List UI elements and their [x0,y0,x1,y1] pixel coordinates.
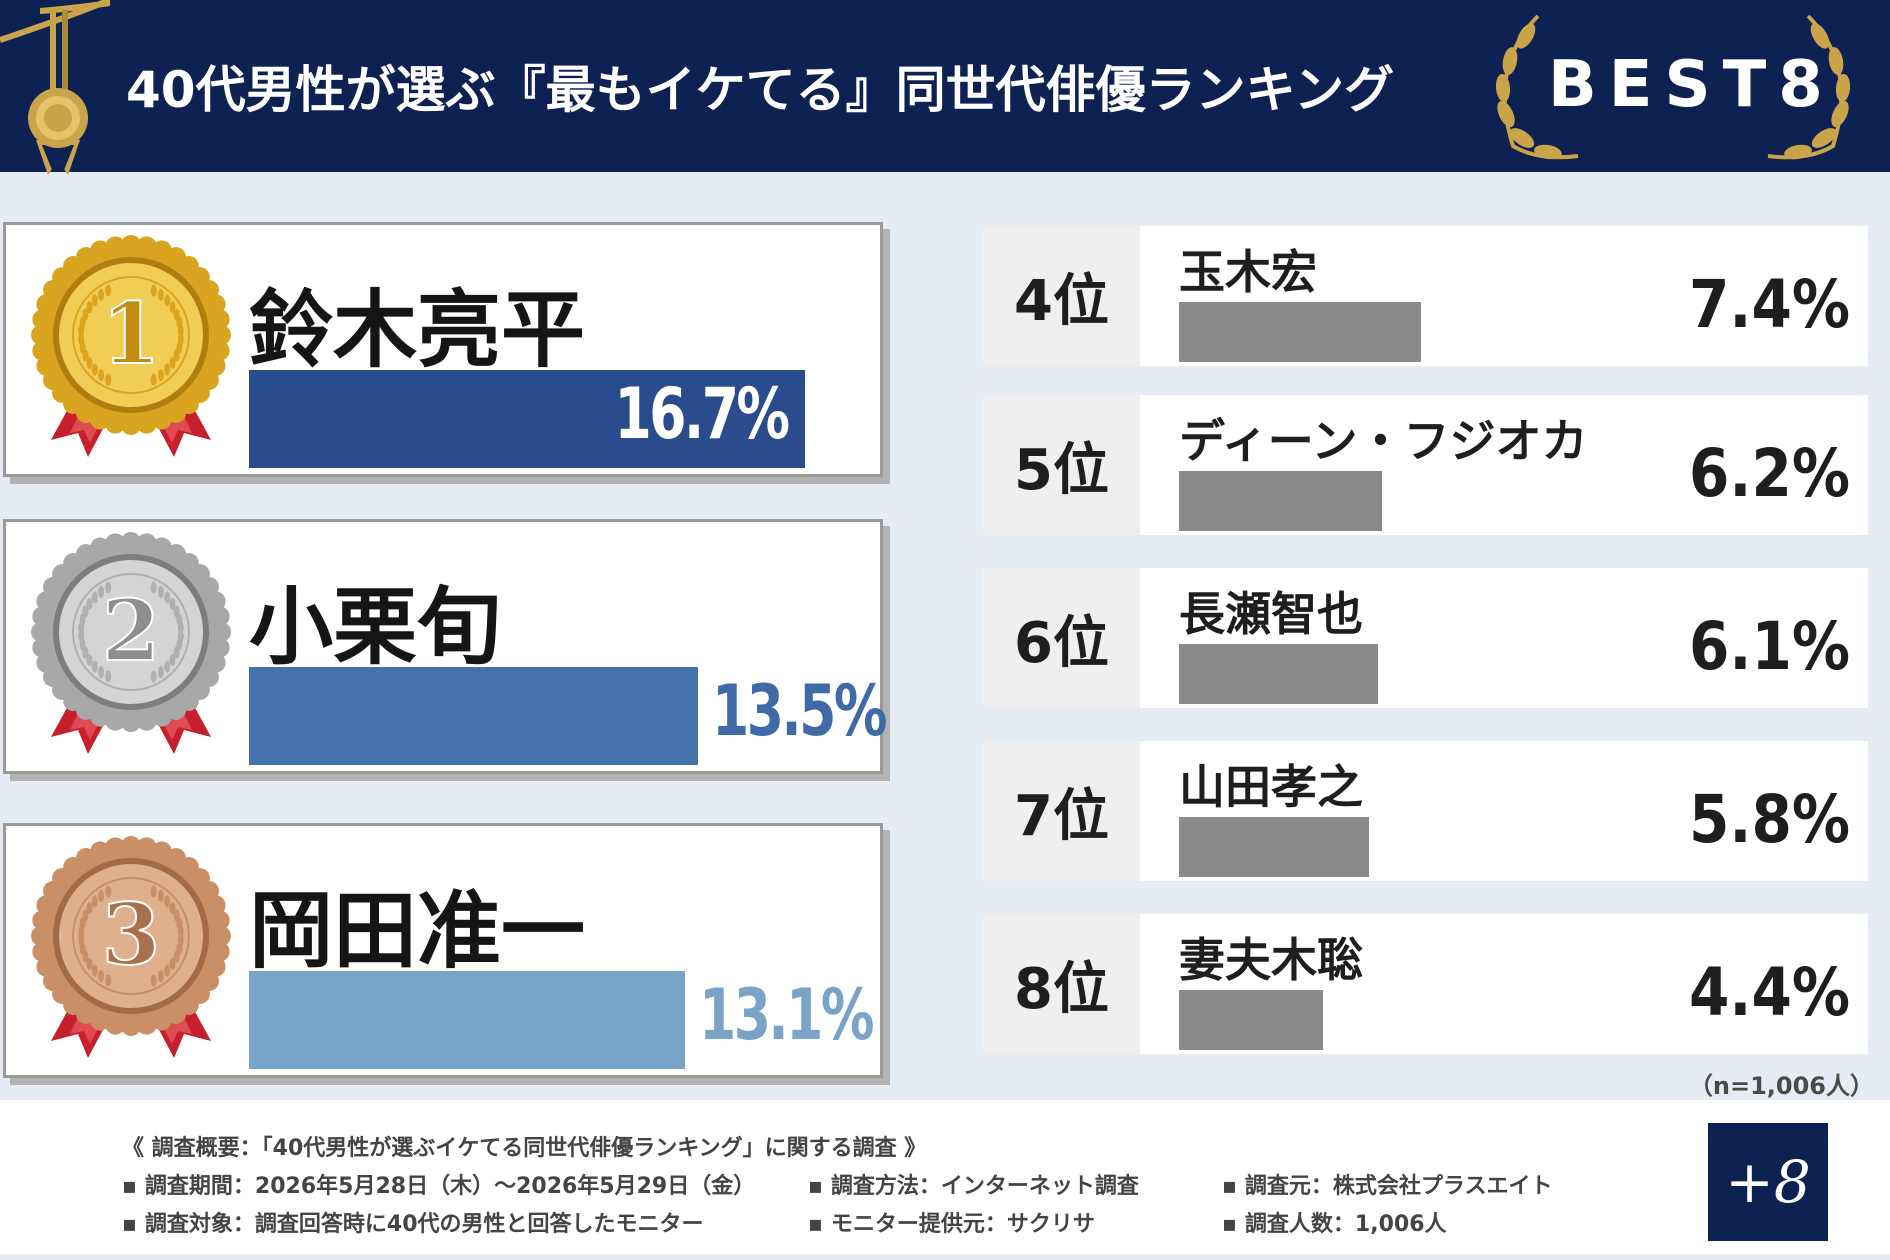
rank-label: 5位 [983,395,1140,535]
survey-item-text: 調査方法：インターネット調査 [830,1174,1139,1199]
bronze-medal-icon: 3 [31,836,231,1058]
rank-row: 6位 長瀬智也 6.1% [983,568,1868,708]
survey-item-text: 調査期間：2026年5月28日（木）～2026年5月29日（金） [144,1174,756,1199]
plus8-logo: +8 [1708,1123,1828,1241]
actor-name: 鈴木亮平 [249,281,586,379]
survey-item: ▪ 調査方法：インターネット調査 [808,1168,1139,1200]
page-title: 40代男性が選ぶ『最もイケてる』同世代俳優ランキング [126,61,1395,119]
actor-name: 玉木宏 [1179,245,1317,299]
value-label: 13.5% [712,670,888,752]
value-bar [1179,990,1323,1050]
silver-medal-icon: 2 [31,532,231,754]
actor-name: ディーン・フジオカ [1179,414,1588,468]
rank-card-2: 2 小栗旬 13.5% [3,519,888,774]
laurel-left-icon [1495,14,1579,160]
rank-row: 4位 玉木宏 7.4% [983,226,1868,366]
gold-medal-icon: 1 [31,235,231,457]
bullet-icon: ▪ [808,1174,823,1199]
value-bar [249,667,698,765]
rank-label: 6位 [983,568,1140,708]
value-bar [1179,817,1369,877]
survey-item: ▪ 調査期間：2026年5月28日（木）～2026年5月29日（金） [122,1168,755,1200]
rank-row: 8位 妻夫木聡 4.4% [983,914,1868,1054]
bullet-icon: ▪ [1222,1174,1237,1199]
rank-card-1: 1 鈴木亮平 16.7% [3,222,883,477]
header-banner: 40代男性が選ぶ『最もイケてる』同世代俳優ランキング BEST8 [0,0,1890,175]
best-badge-text: BEST8 [1548,48,1835,122]
actor-name: 小栗旬 [249,578,502,676]
actor-name: 長瀬智也 [1179,587,1363,641]
sample-size-note: （n=1,006人） [1688,1072,1874,1100]
rank-label: 7位 [983,741,1140,881]
survey-item-text: 調査元：株式会社プラスエイト [1244,1174,1553,1199]
survey-item: ▪ 調査人数：1,006人 [1222,1206,1447,1238]
footer-divider [0,1254,1890,1260]
rank-label: 4位 [983,226,1140,366]
survey-item-text: モニター提供元：サクリサ [830,1212,1095,1237]
value-label: 6.2% [1688,435,1850,512]
survey-item: ▪ 調査対象：調査回答時に40代の男性と回答したモニター [122,1206,704,1238]
rank-row: 5位 ディーン・フジオカ 6.2% [983,395,1868,535]
bullet-icon: ▪ [122,1174,137,1199]
survey-item: ▪ モニター提供元：サクリサ [808,1206,1095,1238]
actor-name: 妻夫木聡 [1179,933,1363,987]
laurel-right-icon [1767,14,1851,160]
rank-row: 7位 山田孝之 5.8% [983,741,1868,881]
survey-item: ▪ 調査元：株式会社プラスエイト [1222,1168,1552,1200]
medal-number: 3 [102,885,160,984]
value-label: 7.4% [1688,266,1850,343]
value-bar [1179,302,1421,362]
value-bar [1179,471,1382,531]
value-bar [249,971,685,1069]
medal-number: 1 [102,284,160,383]
value-bar [249,370,805,468]
survey-item-text: 調査対象：調査回答時に40代の男性と回答したモニター [144,1212,704,1237]
logo-text: +8 [1725,1148,1811,1216]
value-label: 5.8% [1688,781,1850,858]
survey-item-text: 調査人数：1,006人 [1244,1212,1447,1237]
award-medal-icon [0,0,110,175]
medal-number: 2 [102,581,160,680]
actor-name: 岡田准一 [249,882,586,980]
survey-footer: 《 調査概要：「40代男性が選ぶイケてる同世代俳優ランキング」に関する調査 》 … [0,1100,1890,1254]
actor-name: 山田孝之 [1179,760,1363,814]
value-label: 16.7% [614,373,790,455]
rank-card-3: 3 岡田准一 13.1% [3,823,883,1078]
bullet-icon: ▪ [122,1212,137,1237]
value-label: 6.1% [1688,608,1850,685]
best-badge: BEST8 [1478,6,1868,166]
bullet-icon: ▪ [808,1212,823,1237]
value-label: 4.4% [1688,954,1850,1031]
value-label: 13.1% [699,974,875,1056]
rank-label: 8位 [983,914,1140,1054]
bullet-icon: ▪ [1222,1212,1237,1237]
survey-title: 《 調査概要：「40代男性が選ぶイケてる同世代俳優ランキング」に関する調査 》 [122,1136,927,1161]
value-bar [1179,644,1378,704]
